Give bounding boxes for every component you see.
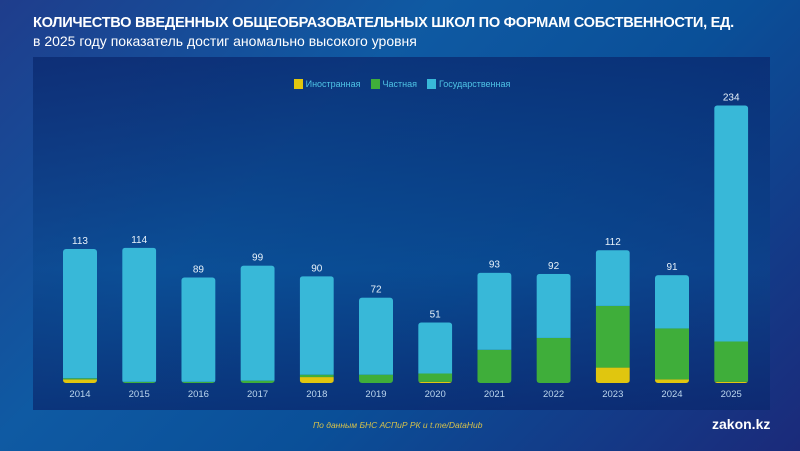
bar-segment-state	[299, 276, 334, 375]
legend-label: Частная	[382, 79, 417, 89]
bar-segment-state	[536, 273, 571, 338]
bar-segment-state	[714, 105, 749, 342]
legend-item-state: Государственная	[427, 79, 510, 89]
data-label: 92	[548, 261, 560, 272]
legend-label: Иностранная	[305, 79, 361, 89]
data-label: 99	[252, 253, 264, 264]
bar-segment-private	[63, 378, 97, 380]
legend-swatch	[293, 79, 303, 89]
x-tick-label: 2025	[721, 389, 742, 400]
data-label: 89	[193, 264, 205, 275]
data-label: 113	[72, 236, 88, 247]
bar-segment-state	[240, 265, 275, 381]
logo: zakon.kz	[712, 416, 771, 432]
data-label: 114	[131, 235, 147, 246]
bar-segment-private	[477, 349, 512, 383]
data-label: 90	[311, 263, 323, 274]
x-tick-label: 2017	[247, 389, 268, 400]
bar-segment-private	[655, 328, 689, 380]
legend-swatch	[427, 79, 436, 89]
x-tick-label: 2023	[602, 389, 623, 400]
data-label: 72	[370, 285, 382, 296]
data-label: 51	[430, 310, 442, 321]
data-label: 234	[723, 92, 740, 103]
chart-title: КОЛИЧЕСТВО ВВЕДЕННЫХ ОБЩЕОБРАЗОВАТЕЛЬНЫХ…	[33, 15, 734, 31]
bar-segment-private	[359, 374, 393, 383]
data-label: 91	[666, 262, 678, 273]
x-tick-label: 2019	[365, 389, 386, 400]
x-tick-label: 2015	[129, 389, 150, 400]
data-label: 93	[489, 260, 501, 271]
bar-segment-private	[418, 373, 453, 382]
bar-segment-foreign	[63, 379, 97, 383]
bar-segment-private	[595, 305, 630, 368]
bar-segment-state	[418, 322, 453, 374]
bar-segment-foreign	[714, 381, 749, 383]
bar-segment-private	[714, 341, 749, 382]
data-label: 112	[605, 237, 621, 248]
bar-segment-private	[240, 380, 275, 383]
bar-segment-state	[63, 248, 97, 379]
x-tick-label: 2014	[69, 389, 90, 400]
bar-segment-state	[477, 272, 512, 350]
x-tick-label: 2022	[543, 389, 564, 400]
bar-segment-state	[359, 297, 393, 375]
bar-segment-state	[181, 277, 216, 382]
bar-segment-private	[181, 381, 216, 383]
legend-item-foreign: Иностранная	[293, 79, 361, 89]
legend-label: Государственная	[439, 79, 511, 89]
legend-item-private: Частная	[370, 79, 417, 89]
legend: Иностранная Частная Государственная	[0, 79, 800, 89]
bar-segment-foreign	[418, 381, 453, 383]
bar-segment-private	[122, 381, 157, 383]
bar-segment-foreign	[595, 367, 630, 383]
x-tick-label: 2018	[306, 389, 327, 400]
bar-segment-private	[299, 374, 334, 378]
bar-segment-state	[122, 247, 157, 382]
bar-segment-private	[536, 337, 571, 383]
bar-segment-foreign	[655, 379, 689, 383]
bar-segment-state	[655, 275, 689, 329]
x-tick-label: 2024	[661, 389, 682, 400]
legend-swatch	[370, 79, 380, 89]
x-tick-label: 2020	[425, 389, 446, 400]
source-note: По данным БНС АСПиР РК и t.me/DataHub	[313, 420, 483, 430]
x-tick-label: 2021	[484, 389, 505, 400]
chart-subtitle: в 2025 году показатель достиг аномально …	[33, 33, 417, 49]
x-tick-label: 2016	[188, 389, 209, 400]
bar-segment-foreign	[299, 377, 334, 383]
bar-segment-state	[595, 250, 630, 306]
